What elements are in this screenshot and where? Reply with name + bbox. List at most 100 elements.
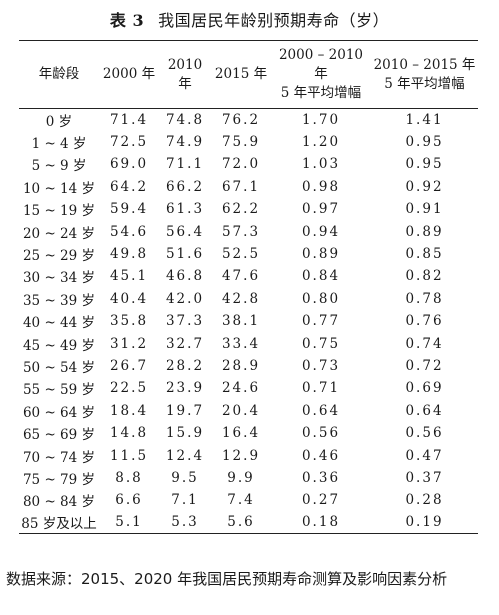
value-cell: 0.74 [405,335,444,352]
value-cell: 42.0 [165,290,205,307]
value-cell: 0.69 [405,380,444,397]
value-cell: 54.6 [109,223,149,240]
value-cell: 6.6 [115,492,143,509]
table-row: 65 ~ 69 岁 14.8 15.9 16.4 0.56 0.56 [19,422,478,444]
table-row: 60 ~ 64 岁 18.4 19.7 20.4 0.64 0.64 [19,400,478,422]
value-cell: 51.6 [165,246,205,263]
value-cell: 64.2 [109,178,149,195]
value-cell: 0.98 [301,178,341,195]
value-cell: 28.2 [165,357,205,374]
age-group-cell: 10 ~ 14 岁 [22,180,96,197]
value-cell: 11.5 [109,447,149,464]
value-cell: 19.7 [165,402,205,419]
age-group-cell: 75 ~ 79 岁 [22,471,96,488]
age-group-cell: 40 ~ 44 岁 [22,315,96,332]
value-cell: 0.89 [405,223,444,240]
age-group-cell: 1 ~ 4 岁 [31,136,87,153]
value-cell: 0.80 [301,290,341,307]
value-cell: 35.8 [109,313,149,330]
value-cell: 57.3 [221,223,261,240]
value-cell: 0.94 [301,223,341,240]
value-cell: 0.64 [301,402,341,419]
value-cell: 66.2 [165,178,205,195]
value-cell: 0.72 [405,357,444,374]
table-body: 0 岁 71.4 74.8 76.2 1.70 1.41 1 ~ 4 岁 72.5 74.9 75… [19,109,478,534]
header-line: 2010 – 2015 年 [373,56,476,73]
value-cell: 28.9 [221,357,261,374]
age-group-cell: 20 ~ 24 岁 [22,225,96,242]
value-cell: 24.6 [221,380,261,397]
table-row: 25 ~ 29 岁 49.8 51.6 52.5 0.89 0.85 [19,243,478,265]
table-row: 15 ~ 19 岁 59.4 61.3 62.2 0.97 0.91 [19,198,478,220]
value-cell: 1.41 [405,111,444,128]
age-group-cell: 15 ~ 19 岁 [22,203,96,220]
header-line: 2010 年 [167,56,203,92]
value-cell: 9.5 [171,469,199,486]
value-cell: 0.37 [405,469,444,486]
value-cell: 1.03 [301,156,341,173]
value-cell: 9.9 [227,469,255,486]
value-cell: 75.9 [221,134,261,151]
value-cell: 74.9 [165,134,205,151]
value-cell: 0.82 [405,268,444,285]
value-cell: 0.27 [301,492,341,509]
value-cell: 0.95 [405,156,444,173]
age-group-cell: 45 ~ 49 岁 [22,337,96,354]
value-cell: 5.6 [227,514,255,531]
value-cell: 1.20 [301,134,341,151]
age-group-cell: 30 ~ 34 岁 [22,270,96,287]
value-cell: 0.47 [405,447,444,464]
value-cell: 38.1 [221,313,261,330]
header-line: 2015 年 [214,66,268,82]
value-cell: 0.56 [405,425,444,442]
value-cell: 71.4 [109,111,149,128]
value-cell: 40.4 [109,290,149,307]
value-cell: 1.70 [301,111,341,128]
value-cell: 7.4 [227,492,255,509]
value-cell: 59.4 [109,201,149,218]
header-row: 年龄段 2000 年 2010 年 2015 年 2000 – 2010 年 5 年平均增… [19,40,478,109]
value-cell: 0.18 [301,514,341,531]
age-group-cell: 55 ~ 59 岁 [22,382,96,399]
age-group-cell: 5 ~ 9 岁 [31,158,87,175]
header-2000: 2000 年 [99,41,159,109]
value-cell: 0.64 [405,402,444,419]
value-cell: 0.76 [405,313,444,330]
data-source-note: 数据来源：2015、2020 年我国居民预期寿命测算及影响因素分析 [6,570,448,588]
life-expectancy-table: 年龄段 2000 年 2010 年 2015 年 2000 – 2010 年 5 年平均增… [19,40,478,534]
table-header: 年龄段 2000 年 2010 年 2015 年 2000 – 2010 年 5 年平均增… [19,40,478,109]
age-group-cell: 25 ~ 29 岁 [22,248,96,265]
value-cell: 0.91 [405,201,444,218]
age-group-cell: 80 ~ 84 岁 [22,494,96,511]
value-cell: 0.95 [405,134,444,151]
value-cell: 22.5 [109,380,149,397]
header-line: 年龄段 [38,66,80,82]
value-cell: 14.8 [109,425,149,442]
value-cell: 5.1 [115,514,143,531]
value-cell: 0.85 [405,246,444,263]
value-cell: 37.3 [165,313,205,330]
table-row: 45 ~ 49 岁 31.2 32.7 33.4 0.75 0.74 [19,332,478,354]
header-line: 2000 年 [102,66,156,82]
value-cell: 69.0 [109,156,149,173]
table-row: 35 ~ 39 岁 40.4 42.0 42.8 0.80 0.78 [19,288,478,310]
table-row: 1 ~ 4 岁 72.5 74.9 75.9 1.20 0.95 [19,131,478,153]
age-group-cell: 35 ~ 39 岁 [22,292,96,309]
value-cell: 0.78 [405,290,444,307]
value-cell: 76.2 [221,111,261,128]
table-row: 10 ~ 14 岁 64.2 66.2 67.1 0.98 0.92 [19,176,478,198]
value-cell: 47.6 [221,268,261,285]
value-cell: 5.3 [171,514,199,531]
table-row: 85 岁及以上 5.1 5.3 5.6 0.18 0.19 [19,512,478,534]
value-cell: 56.4 [165,223,205,240]
value-cell: 0.73 [301,357,341,374]
table-row: 5 ~ 9 岁 69.0 71.1 72.0 1.03 0.95 [19,153,478,175]
table-row: 75 ~ 79 岁 8.8 9.5 9.9 0.36 0.37 [19,467,478,489]
value-cell: 12.9 [221,447,261,464]
table-title: 表 3 我国居民年龄别预期寿命（岁） [0,7,499,31]
value-cell: 61.3 [165,201,205,218]
table-caption: 我国居民年龄别预期寿命（岁） [158,11,390,30]
value-cell: 74.8 [165,111,205,128]
value-cell: 0.77 [301,313,341,330]
value-cell: 0.46 [301,447,341,464]
